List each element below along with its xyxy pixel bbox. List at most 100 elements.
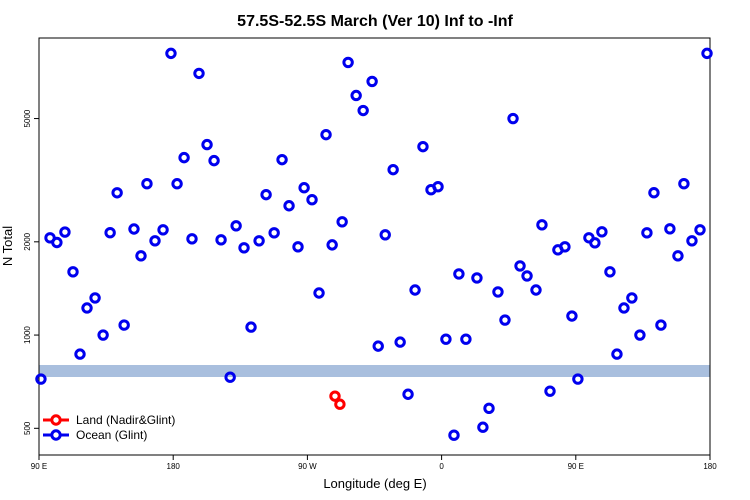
- data-point: [448, 429, 460, 441]
- data-point: [306, 194, 318, 206]
- data-point: [171, 178, 183, 190]
- chart-title: 57.5S-52.5S March (Ver 10) Inf to -Inf: [237, 13, 513, 30]
- legend-label: Land (Nadir&Glint): [76, 413, 175, 427]
- x-tick-label: 90 E: [31, 462, 47, 471]
- legend-label: Ocean (Glint): [76, 428, 147, 442]
- data-point: [276, 153, 288, 166]
- data-point: [604, 266, 616, 278]
- data-point: [460, 333, 472, 345]
- data-point: [260, 188, 272, 201]
- data-point: [334, 398, 346, 410]
- data-point: [104, 227, 116, 239]
- data-point: [402, 388, 414, 400]
- data-point: [292, 241, 304, 253]
- data-point: [514, 260, 526, 272]
- data-point: [326, 239, 338, 251]
- data-point: [67, 266, 79, 278]
- data-point: [477, 421, 489, 433]
- data-point: [268, 227, 280, 239]
- data-point: [165, 47, 177, 60]
- y-tick-label: 1000: [23, 326, 32, 344]
- data-point: [238, 242, 250, 254]
- data-point: [544, 385, 556, 397]
- data-point: [283, 200, 295, 212]
- data-point: [589, 237, 601, 249]
- data-point: [208, 154, 220, 167]
- legend-marker: [50, 414, 62, 426]
- data-point: [230, 220, 242, 232]
- y-tick-label: 5000: [23, 109, 32, 127]
- data-point: [648, 187, 660, 199]
- data-point: [245, 321, 257, 333]
- data-point: [572, 373, 584, 385]
- data-point: [626, 292, 638, 304]
- data-point: [387, 163, 399, 176]
- data-point: [440, 333, 452, 345]
- data-point: [634, 329, 646, 341]
- data-point: [686, 235, 698, 247]
- data-point: [499, 314, 511, 326]
- data-point: [320, 128, 332, 141]
- data-point: [336, 216, 348, 228]
- data-point: [471, 272, 483, 284]
- x-tick-label: 90 W: [298, 462, 317, 471]
- data-point: [149, 235, 161, 247]
- data-point: [664, 223, 676, 235]
- mask-band: [39, 365, 710, 377]
- data-point: [379, 229, 391, 241]
- data-point: [35, 373, 47, 385]
- data-point: [298, 182, 310, 194]
- data-point: [74, 348, 86, 360]
- data-point: [507, 112, 519, 125]
- data-point: [483, 402, 495, 415]
- data-point: [536, 219, 548, 231]
- data-point: [313, 287, 325, 299]
- data-point: [678, 177, 690, 190]
- data-point: [215, 234, 227, 246]
- data-point: [141, 177, 153, 190]
- data-point: [566, 310, 578, 322]
- x-tick-label: 90 E: [568, 462, 584, 471]
- data-point: [611, 348, 623, 360]
- y-axis-label: N Total: [0, 226, 15, 266]
- data-point: [342, 56, 354, 69]
- data-point: [59, 226, 71, 238]
- data-point: [350, 89, 362, 102]
- data-point: [224, 371, 236, 383]
- data-point: [409, 284, 421, 296]
- data-point: [492, 286, 504, 298]
- y-tick-label: 500: [23, 421, 32, 435]
- data-point: [701, 47, 713, 60]
- data-point: [417, 140, 429, 153]
- data-point: [559, 241, 571, 253]
- data-point: [672, 250, 684, 262]
- data-point: [655, 319, 667, 331]
- data-point: [89, 292, 101, 304]
- x-tick-label: 180: [167, 462, 181, 471]
- data-point: [135, 250, 147, 262]
- data-point: [530, 284, 542, 296]
- data-point: [81, 302, 93, 314]
- data-point: [357, 104, 369, 117]
- data-point: [157, 224, 169, 236]
- data-point: [118, 319, 130, 331]
- data-point: [432, 180, 444, 193]
- data-point: [186, 233, 198, 245]
- data-point: [201, 138, 213, 151]
- data-point: [329, 390, 341, 402]
- plot-frame: [38, 37, 711, 456]
- data-point: [51, 236, 63, 249]
- x-axis-label: Longitude (deg E): [323, 476, 426, 491]
- data-point: [97, 329, 109, 341]
- data-point: [253, 235, 265, 247]
- data-point: [372, 340, 384, 352]
- data-point: [596, 226, 608, 238]
- data-point: [178, 151, 190, 164]
- data-point: [521, 270, 533, 282]
- data-point: [193, 67, 205, 80]
- data-point: [366, 75, 378, 88]
- data-point: [394, 336, 406, 348]
- data-point: [111, 187, 123, 199]
- data-point: [128, 223, 140, 235]
